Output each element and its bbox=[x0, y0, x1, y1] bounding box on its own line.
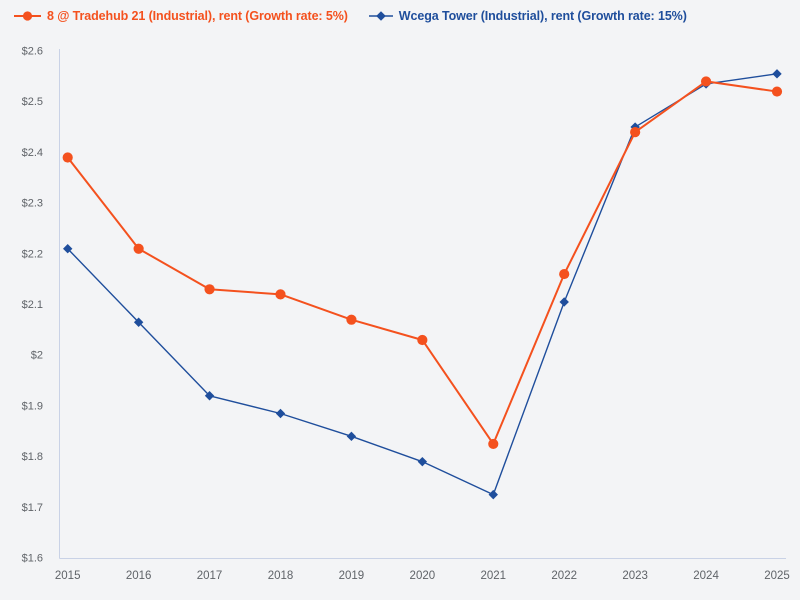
data-point-circle bbox=[630, 127, 641, 138]
x-tick-label: 2020 bbox=[410, 570, 436, 582]
data-point-circle bbox=[62, 152, 73, 163]
line-diamond-marker-icon bbox=[368, 11, 393, 21]
data-point-circle bbox=[133, 243, 144, 254]
x-tick-label: 2025 bbox=[764, 570, 790, 582]
x-tick-label: 2023 bbox=[622, 570, 648, 582]
data-point-diamond bbox=[133, 317, 144, 327]
y-tick-label: $2 bbox=[31, 350, 43, 362]
data-point-circle bbox=[700, 76, 712, 87]
x-tick-label: 2024 bbox=[693, 570, 719, 582]
line-circle-marker-icon bbox=[14, 11, 41, 21]
data-point-circle bbox=[275, 289, 286, 300]
y-tick-label: $2.1 bbox=[22, 299, 43, 311]
data-point-diamond bbox=[417, 456, 428, 467]
series-0-line bbox=[66, 80, 778, 445]
series-0 bbox=[62, 76, 783, 450]
y-tick-label: $2.2 bbox=[22, 248, 43, 260]
y-tick-label: $1.7 bbox=[22, 502, 43, 514]
data-point-diamond bbox=[346, 431, 357, 442]
series-1 bbox=[63, 69, 782, 500]
y-tick-label: $1.9 bbox=[22, 400, 43, 412]
data-point-diamond bbox=[204, 391, 215, 401]
y-tick-label: $2.6 bbox=[22, 46, 43, 58]
data-point-circle bbox=[488, 438, 499, 450]
data-point-diamond bbox=[559, 297, 569, 307]
x-tick-label: 2019 bbox=[339, 570, 365, 582]
legend-item-wcega-tower[interactable]: Wcega Tower (Industrial), rent (Growth r… bbox=[368, 9, 687, 23]
series-1-line bbox=[67, 73, 778, 496]
y-tick-label: $1.8 bbox=[22, 451, 43, 463]
x-tick-label: 2015 bbox=[55, 570, 81, 582]
x-tick-label: 2021 bbox=[480, 570, 506, 582]
data-point-diamond bbox=[63, 244, 73, 254]
x-tick-label: 2018 bbox=[268, 570, 294, 582]
y-tick-label: $1.6 bbox=[22, 553, 43, 565]
legend-item-tradehub21[interactable]: 8 @ Tradehub 21 (Industrial), rent (Grow… bbox=[14, 9, 348, 23]
y-tick-label: $2.4 bbox=[22, 147, 43, 159]
data-point-circle bbox=[559, 268, 570, 280]
x-tick-label: 2017 bbox=[197, 570, 223, 582]
data-point-circle bbox=[417, 334, 428, 346]
data-point-circle bbox=[771, 86, 783, 97]
legend-label: Wcega Tower (Industrial), rent (Growth r… bbox=[398, 9, 687, 23]
y-tick-label: $2.3 bbox=[22, 198, 43, 210]
x-tick-label: 2022 bbox=[551, 570, 577, 582]
data-point-circle bbox=[346, 314, 357, 325]
chart-legend: 8 @ Tradehub 21 (Industrial), rent (Grow… bbox=[14, 9, 687, 23]
data-point-circle bbox=[204, 284, 215, 295]
data-point-diamond bbox=[488, 489, 498, 500]
data-point-diamond bbox=[772, 69, 782, 79]
legend-label: 8 @ Tradehub 21 (Industrial), rent (Grow… bbox=[47, 9, 348, 23]
x-tick-label: 2016 bbox=[126, 570, 152, 582]
data-point-diamond bbox=[275, 408, 286, 419]
y-tick-label: $2.5 bbox=[22, 96, 43, 108]
